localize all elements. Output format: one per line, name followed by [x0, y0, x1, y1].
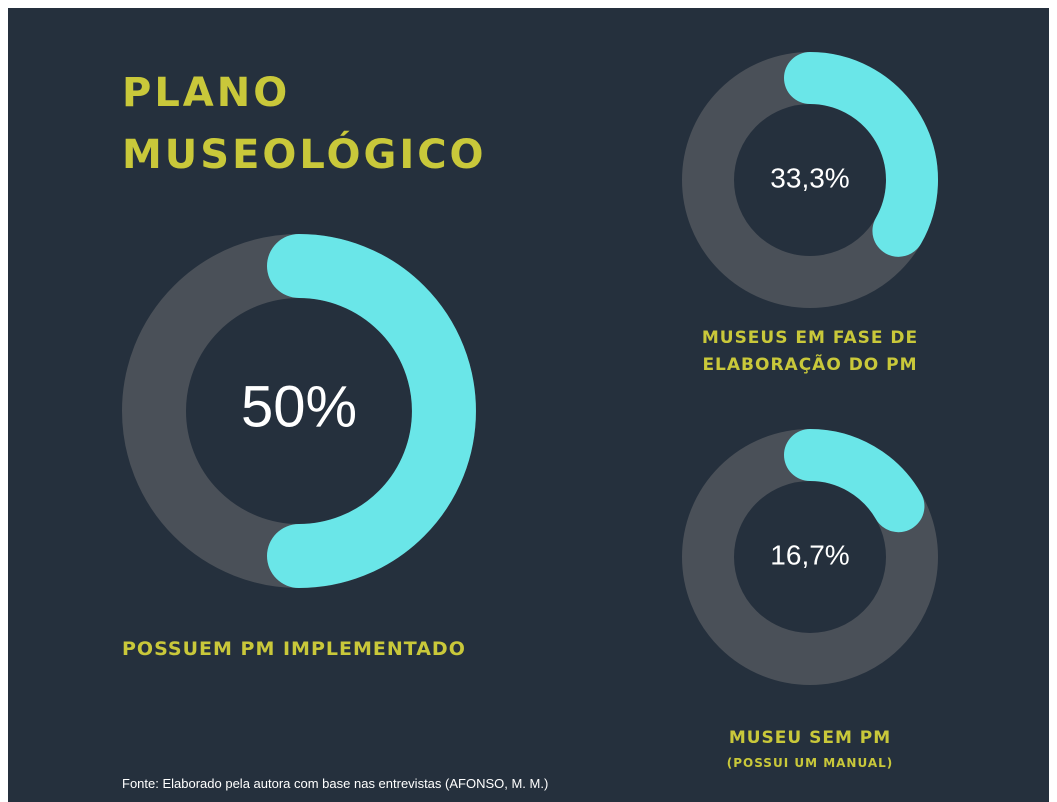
- chart-label: MUSEU SEM PM: [728, 728, 892, 748]
- value-label: 50%: [241, 374, 357, 439]
- title: PLANO MUSEOLÓGICO: [122, 70, 487, 178]
- donut-arc: [267, 234, 476, 588]
- value-label: 33,3%: [770, 162, 849, 193]
- value-label: 16,7%: [770, 539, 849, 570]
- donut-arc: [784, 52, 938, 257]
- chart-label: MUSEUS EM FASE DE ELABORAÇÃO DO PM: [701, 328, 919, 375]
- chart-sublabel: (POSSUI UM MANUAL): [726, 756, 894, 770]
- source: Fonte: Elaborado pela autora com base na…: [122, 776, 549, 791]
- chart-label: POSSUEM PM IMPLEMENTADO: [122, 638, 466, 660]
- donut-arc: [784, 429, 925, 533]
